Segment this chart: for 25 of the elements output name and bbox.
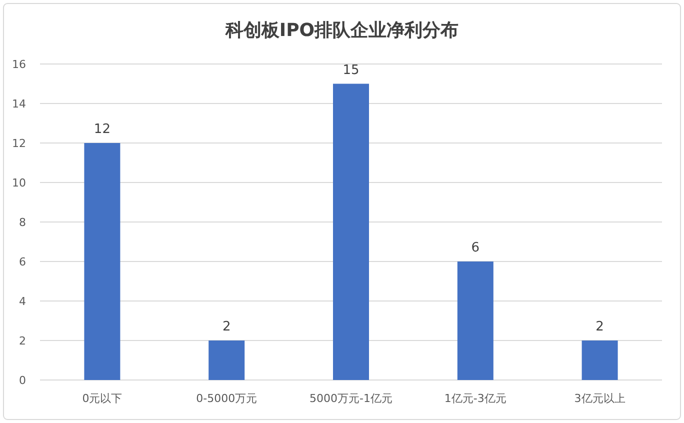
bar [84, 143, 120, 380]
y-tick-label: 12 [12, 137, 26, 150]
x-tick-label: 1亿元-3亿元 [444, 392, 506, 405]
data-label: 12 [94, 122, 110, 137]
y-tick-label: 14 [12, 98, 26, 110]
data-label: 15 [342, 62, 360, 78]
x-tick-label: 3亿元以上 [574, 392, 626, 405]
y-tick-label: 6 [19, 256, 26, 268]
x-tick-label: 5000万元-1亿元 [310, 392, 392, 405]
data-label: 2 [222, 320, 231, 334]
y-tick-label: 0 [19, 374, 26, 387]
y-tick-label: 8 [19, 216, 26, 229]
data-label: 6 [471, 240, 480, 256]
bar [457, 262, 494, 380]
data-label: 2 [596, 320, 604, 334]
y-tick-label: 4 [19, 295, 26, 308]
bar [333, 84, 369, 380]
y-tick-label: 10 [12, 176, 26, 190]
x-tick-label: 0元以下 [82, 392, 122, 405]
y-tick-label: 16 [12, 58, 26, 71]
y-tick-label: 2 [19, 334, 26, 348]
x-tick-label: 0-5000万元 [196, 392, 258, 405]
chart-title: 科创板IPO排队企业净利分布 [224, 20, 459, 41]
bar [582, 340, 618, 380]
bar [208, 340, 245, 380]
